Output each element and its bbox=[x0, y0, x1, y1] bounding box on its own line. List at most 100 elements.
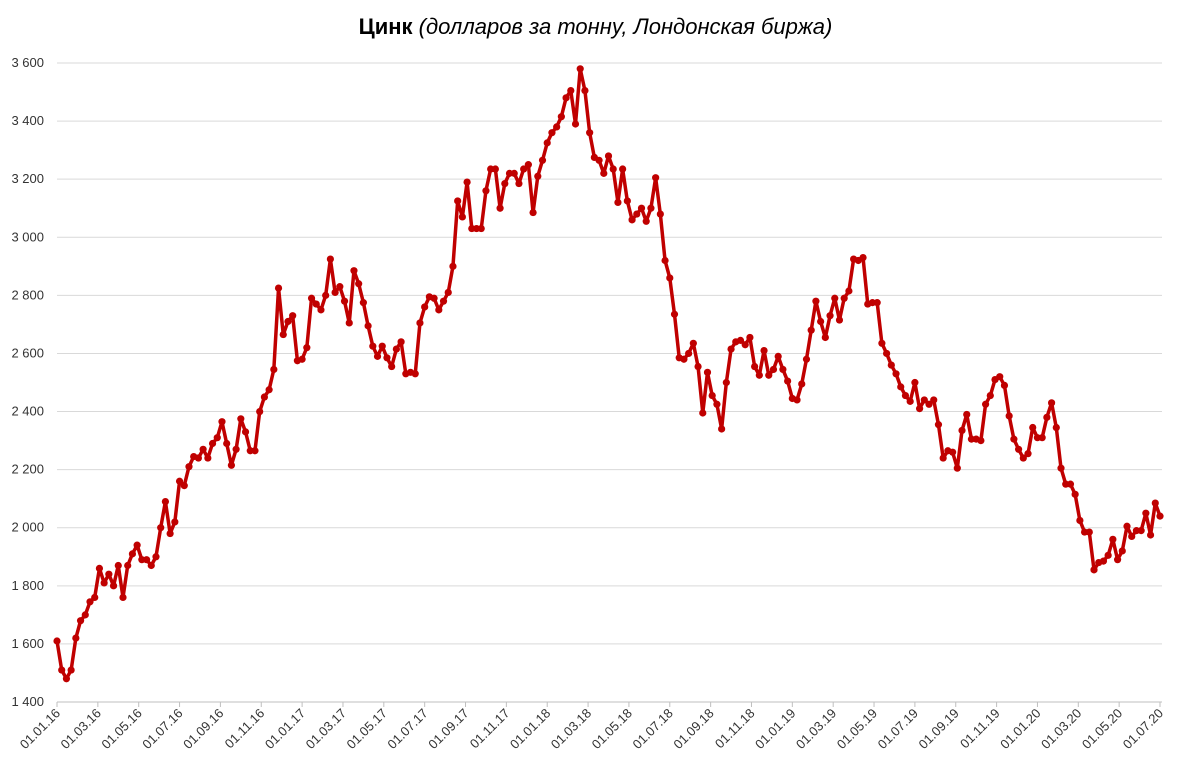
data-point bbox=[298, 355, 306, 363]
data-point bbox=[689, 339, 697, 347]
data-point bbox=[515, 179, 523, 188]
data-point bbox=[383, 354, 391, 362]
data-point bbox=[656, 210, 664, 218]
y-tick-label: 1 600 bbox=[11, 636, 44, 651]
data-point bbox=[1085, 528, 1093, 536]
data-point bbox=[920, 396, 928, 404]
x-tick-label: 01.09.18 bbox=[670, 706, 716, 752]
data-point bbox=[157, 524, 165, 532]
data-point bbox=[477, 224, 485, 233]
x-axis-tick-labels: 01.01.1601.03.1601.05.1601.07.1601.09.16… bbox=[17, 702, 1166, 752]
data-point bbox=[355, 280, 363, 288]
data-point bbox=[241, 428, 250, 436]
data-point bbox=[619, 165, 627, 173]
data-point bbox=[939, 454, 947, 462]
x-tick-label: 01.07.19 bbox=[875, 706, 921, 752]
data-point bbox=[633, 210, 641, 218]
data-point bbox=[557, 113, 565, 121]
data-point bbox=[1113, 556, 1122, 564]
data-point bbox=[317, 306, 325, 314]
data-point bbox=[340, 297, 349, 305]
data-point bbox=[642, 217, 650, 225]
data-point bbox=[953, 464, 961, 472]
data-point bbox=[949, 448, 957, 456]
x-tick-label: 01.07.16 bbox=[139, 706, 185, 752]
data-point bbox=[666, 274, 674, 282]
data-point bbox=[925, 400, 933, 408]
data-point bbox=[345, 319, 353, 327]
data-point bbox=[562, 94, 570, 102]
y-tick-label: 2 400 bbox=[11, 404, 44, 419]
data-point bbox=[397, 338, 405, 346]
data-point bbox=[274, 284, 283, 292]
data-point bbox=[128, 550, 137, 558]
data-point bbox=[817, 317, 825, 326]
data-point bbox=[1090, 566, 1098, 574]
data-point bbox=[793, 396, 801, 404]
data-point bbox=[934, 421, 943, 429]
data-point bbox=[685, 349, 693, 358]
data-point bbox=[821, 333, 829, 342]
x-tick-label: 01.07.20 bbox=[1120, 706, 1166, 752]
data-point bbox=[897, 383, 905, 391]
data-point bbox=[699, 409, 707, 417]
x-tick-label: 01.11.19 bbox=[957, 706, 1003, 752]
data-point bbox=[718, 425, 726, 433]
data-point bbox=[831, 294, 839, 302]
x-tick-label: 01.01.17 bbox=[262, 706, 308, 752]
data-point bbox=[510, 169, 518, 177]
data-point bbox=[194, 454, 203, 462]
data-point bbox=[449, 262, 457, 270]
data-point bbox=[53, 637, 61, 645]
data-point bbox=[878, 339, 886, 347]
x-tick-label: 01.11.16 bbox=[222, 706, 268, 752]
data-point bbox=[614, 198, 622, 207]
data-point bbox=[213, 434, 221, 442]
x-tick-label: 01.09.17 bbox=[425, 706, 471, 752]
data-point bbox=[1099, 557, 1108, 565]
y-tick-label: 2 200 bbox=[11, 462, 44, 477]
data-point bbox=[463, 178, 471, 186]
data-point bbox=[901, 391, 910, 400]
data-point bbox=[1024, 450, 1032, 458]
x-tick-label: 01.05.20 bbox=[1079, 706, 1125, 752]
data-point bbox=[72, 634, 80, 642]
data-point bbox=[142, 556, 151, 564]
data-point bbox=[916, 405, 924, 413]
data-point bbox=[623, 197, 631, 205]
data-point bbox=[81, 611, 89, 619]
x-tick-label: 01.03.17 bbox=[303, 706, 349, 752]
x-tick-label: 01.05.17 bbox=[344, 706, 390, 752]
data-point bbox=[482, 187, 490, 195]
x-tick-label: 01.03.20 bbox=[1038, 706, 1084, 752]
data-point bbox=[76, 617, 85, 625]
data-point bbox=[491, 165, 499, 173]
data-point bbox=[303, 344, 311, 352]
data-point bbox=[369, 342, 377, 350]
data-point bbox=[260, 393, 268, 401]
data-point bbox=[1052, 423, 1060, 432]
data-point bbox=[1019, 454, 1027, 462]
data-point bbox=[981, 400, 990, 408]
data-point bbox=[784, 377, 792, 385]
data-point bbox=[180, 482, 188, 490]
data-point bbox=[322, 291, 330, 299]
y-axis-tick-labels: 1 400 1 600 1 800 2 000 2 200 2 400 2 600 2 800… bbox=[11, 55, 44, 709]
data-point bbox=[553, 123, 561, 131]
data-point bbox=[1118, 547, 1126, 555]
data-point bbox=[439, 297, 448, 305]
data-point bbox=[378, 342, 386, 350]
data-point bbox=[1137, 527, 1145, 535]
data-point bbox=[458, 213, 466, 221]
data-point bbox=[331, 288, 339, 297]
data-point bbox=[218, 418, 226, 426]
data-point bbox=[1071, 490, 1079, 498]
y-tick-label: 3 200 bbox=[11, 171, 44, 186]
data-point bbox=[760, 346, 768, 355]
data-point bbox=[1005, 412, 1013, 420]
data-point bbox=[114, 561, 122, 570]
data-point bbox=[204, 454, 212, 462]
data-point bbox=[100, 579, 108, 587]
data-point bbox=[62, 675, 71, 683]
data-point bbox=[887, 361, 895, 369]
